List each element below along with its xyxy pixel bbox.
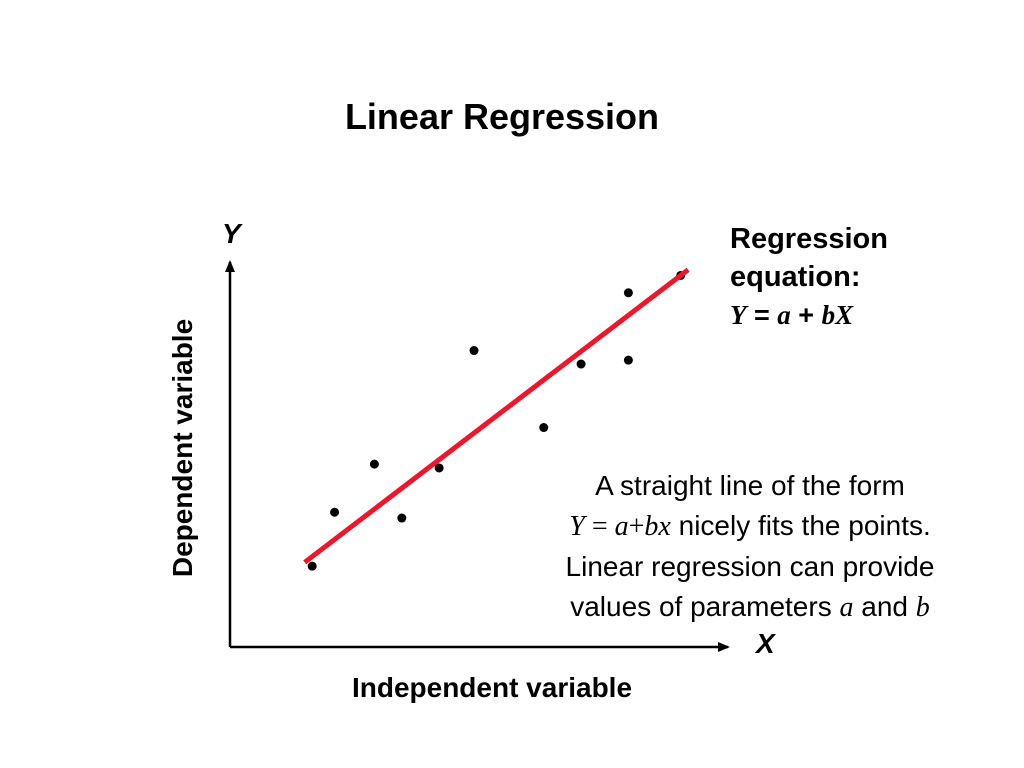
- note-param-a: a: [839, 592, 854, 623]
- explanation-note: A straight line of the form Y = a+bx nic…: [480, 466, 1020, 628]
- note-formula: Y = a+bx: [569, 511, 671, 542]
- note-line2: Y = a+bx nicely fits the points.: [480, 506, 1020, 547]
- regression-equation: Y = a + bX: [730, 296, 888, 334]
- equation-a: a: [777, 300, 791, 330]
- data-point: [330, 507, 340, 517]
- equation-label-line2: equation:: [730, 261, 861, 293]
- equation-plus: +: [790, 300, 822, 330]
- equation-equals: =: [746, 300, 778, 330]
- note-line4: values of parameters a and b: [480, 587, 1020, 628]
- regression-line: [303, 267, 690, 565]
- note-line1: A straight line of the form: [595, 470, 905, 501]
- note-formula-a: a: [614, 511, 629, 542]
- note-line3: Linear regression can provide: [565, 551, 935, 582]
- equation-y: Y: [730, 300, 747, 330]
- data-point: [576, 359, 586, 369]
- data-point: [623, 355, 633, 365]
- y-axis-symbol: Y: [222, 218, 241, 249]
- data-point: [539, 423, 549, 433]
- regression-line-group: [303, 267, 690, 565]
- equation-bx: bX: [821, 300, 854, 330]
- regression-equation-box: Regression equation: Y = a + bX: [730, 220, 888, 334]
- note-formula-equals: =: [584, 511, 615, 542]
- note-and-word: and: [853, 591, 916, 622]
- note-formula-bx: bx: [644, 511, 671, 542]
- slide-title: Linear Regression: [344, 96, 660, 137]
- note-line2-text: nicely fits the points.: [670, 510, 931, 541]
- data-point: [434, 463, 444, 473]
- data-point: [623, 288, 633, 298]
- data-point: [397, 513, 407, 523]
- equation-label-line1: Regression: [730, 223, 888, 255]
- x-axis-label: Independent variable: [351, 672, 633, 703]
- data-point: [369, 459, 379, 469]
- y-axis-label: Dependent variable: [167, 318, 198, 578]
- note-formula-y: Y: [569, 511, 585, 542]
- note-param-b: b: [915, 592, 930, 623]
- note-formula-plus: +: [628, 511, 645, 542]
- x-axis-symbol: X: [756, 628, 775, 659]
- data-point: [307, 561, 317, 571]
- note-line4-text: values of parameters: [570, 591, 840, 622]
- data-point: [469, 346, 479, 356]
- axes: [225, 260, 730, 652]
